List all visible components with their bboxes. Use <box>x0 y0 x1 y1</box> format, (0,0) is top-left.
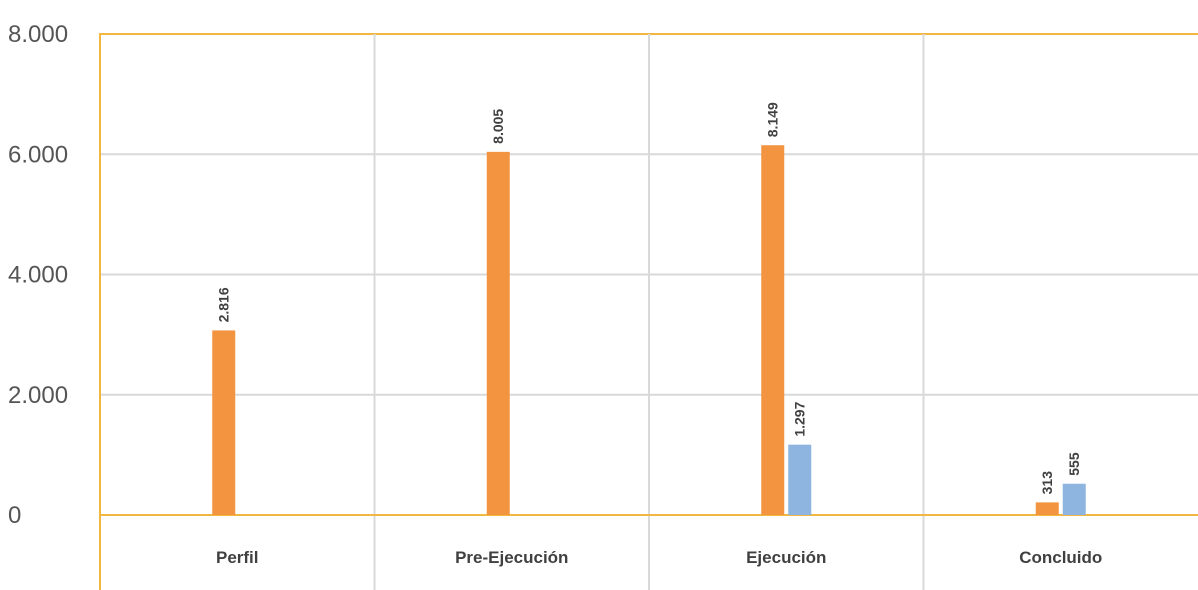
bar-series-1 <box>486 151 510 515</box>
bar-series-1 <box>1035 502 1059 515</box>
data-label: 8.005 <box>490 109 506 144</box>
y-tick-label: 0 <box>8 502 21 529</box>
data-label: 2.816 <box>216 287 232 322</box>
y-tick-label: 8.000 <box>8 21 68 48</box>
data-label: 313 <box>1039 471 1055 495</box>
bars-layer <box>212 145 1086 515</box>
bar-series-2 <box>1062 483 1086 515</box>
bar-series-2 <box>788 444 812 515</box>
bar-series-1 <box>212 330 236 515</box>
category-label: Pre-Ejecución <box>455 548 568 567</box>
category-label: Concluido <box>1019 548 1102 567</box>
category-label: Perfil <box>216 548 259 567</box>
y-tick-label: 4.000 <box>8 262 68 289</box>
category-label: Ejecución <box>746 548 826 567</box>
bar-series-1 <box>761 145 785 515</box>
grid-layer <box>100 33 1198 590</box>
labels-layer: 0 2.000 4.000 6.000 8.000 Perfil Pre-Ejecución… <box>8 21 1102 567</box>
axis-layer <box>99 33 1198 590</box>
y-tick-label: 2.000 <box>8 382 68 409</box>
data-label: 1.297 <box>792 401 808 436</box>
data-label: 8.149 <box>765 102 781 137</box>
y-tick-label: 6.000 <box>8 141 68 168</box>
data-label: 555 <box>1066 452 1082 476</box>
